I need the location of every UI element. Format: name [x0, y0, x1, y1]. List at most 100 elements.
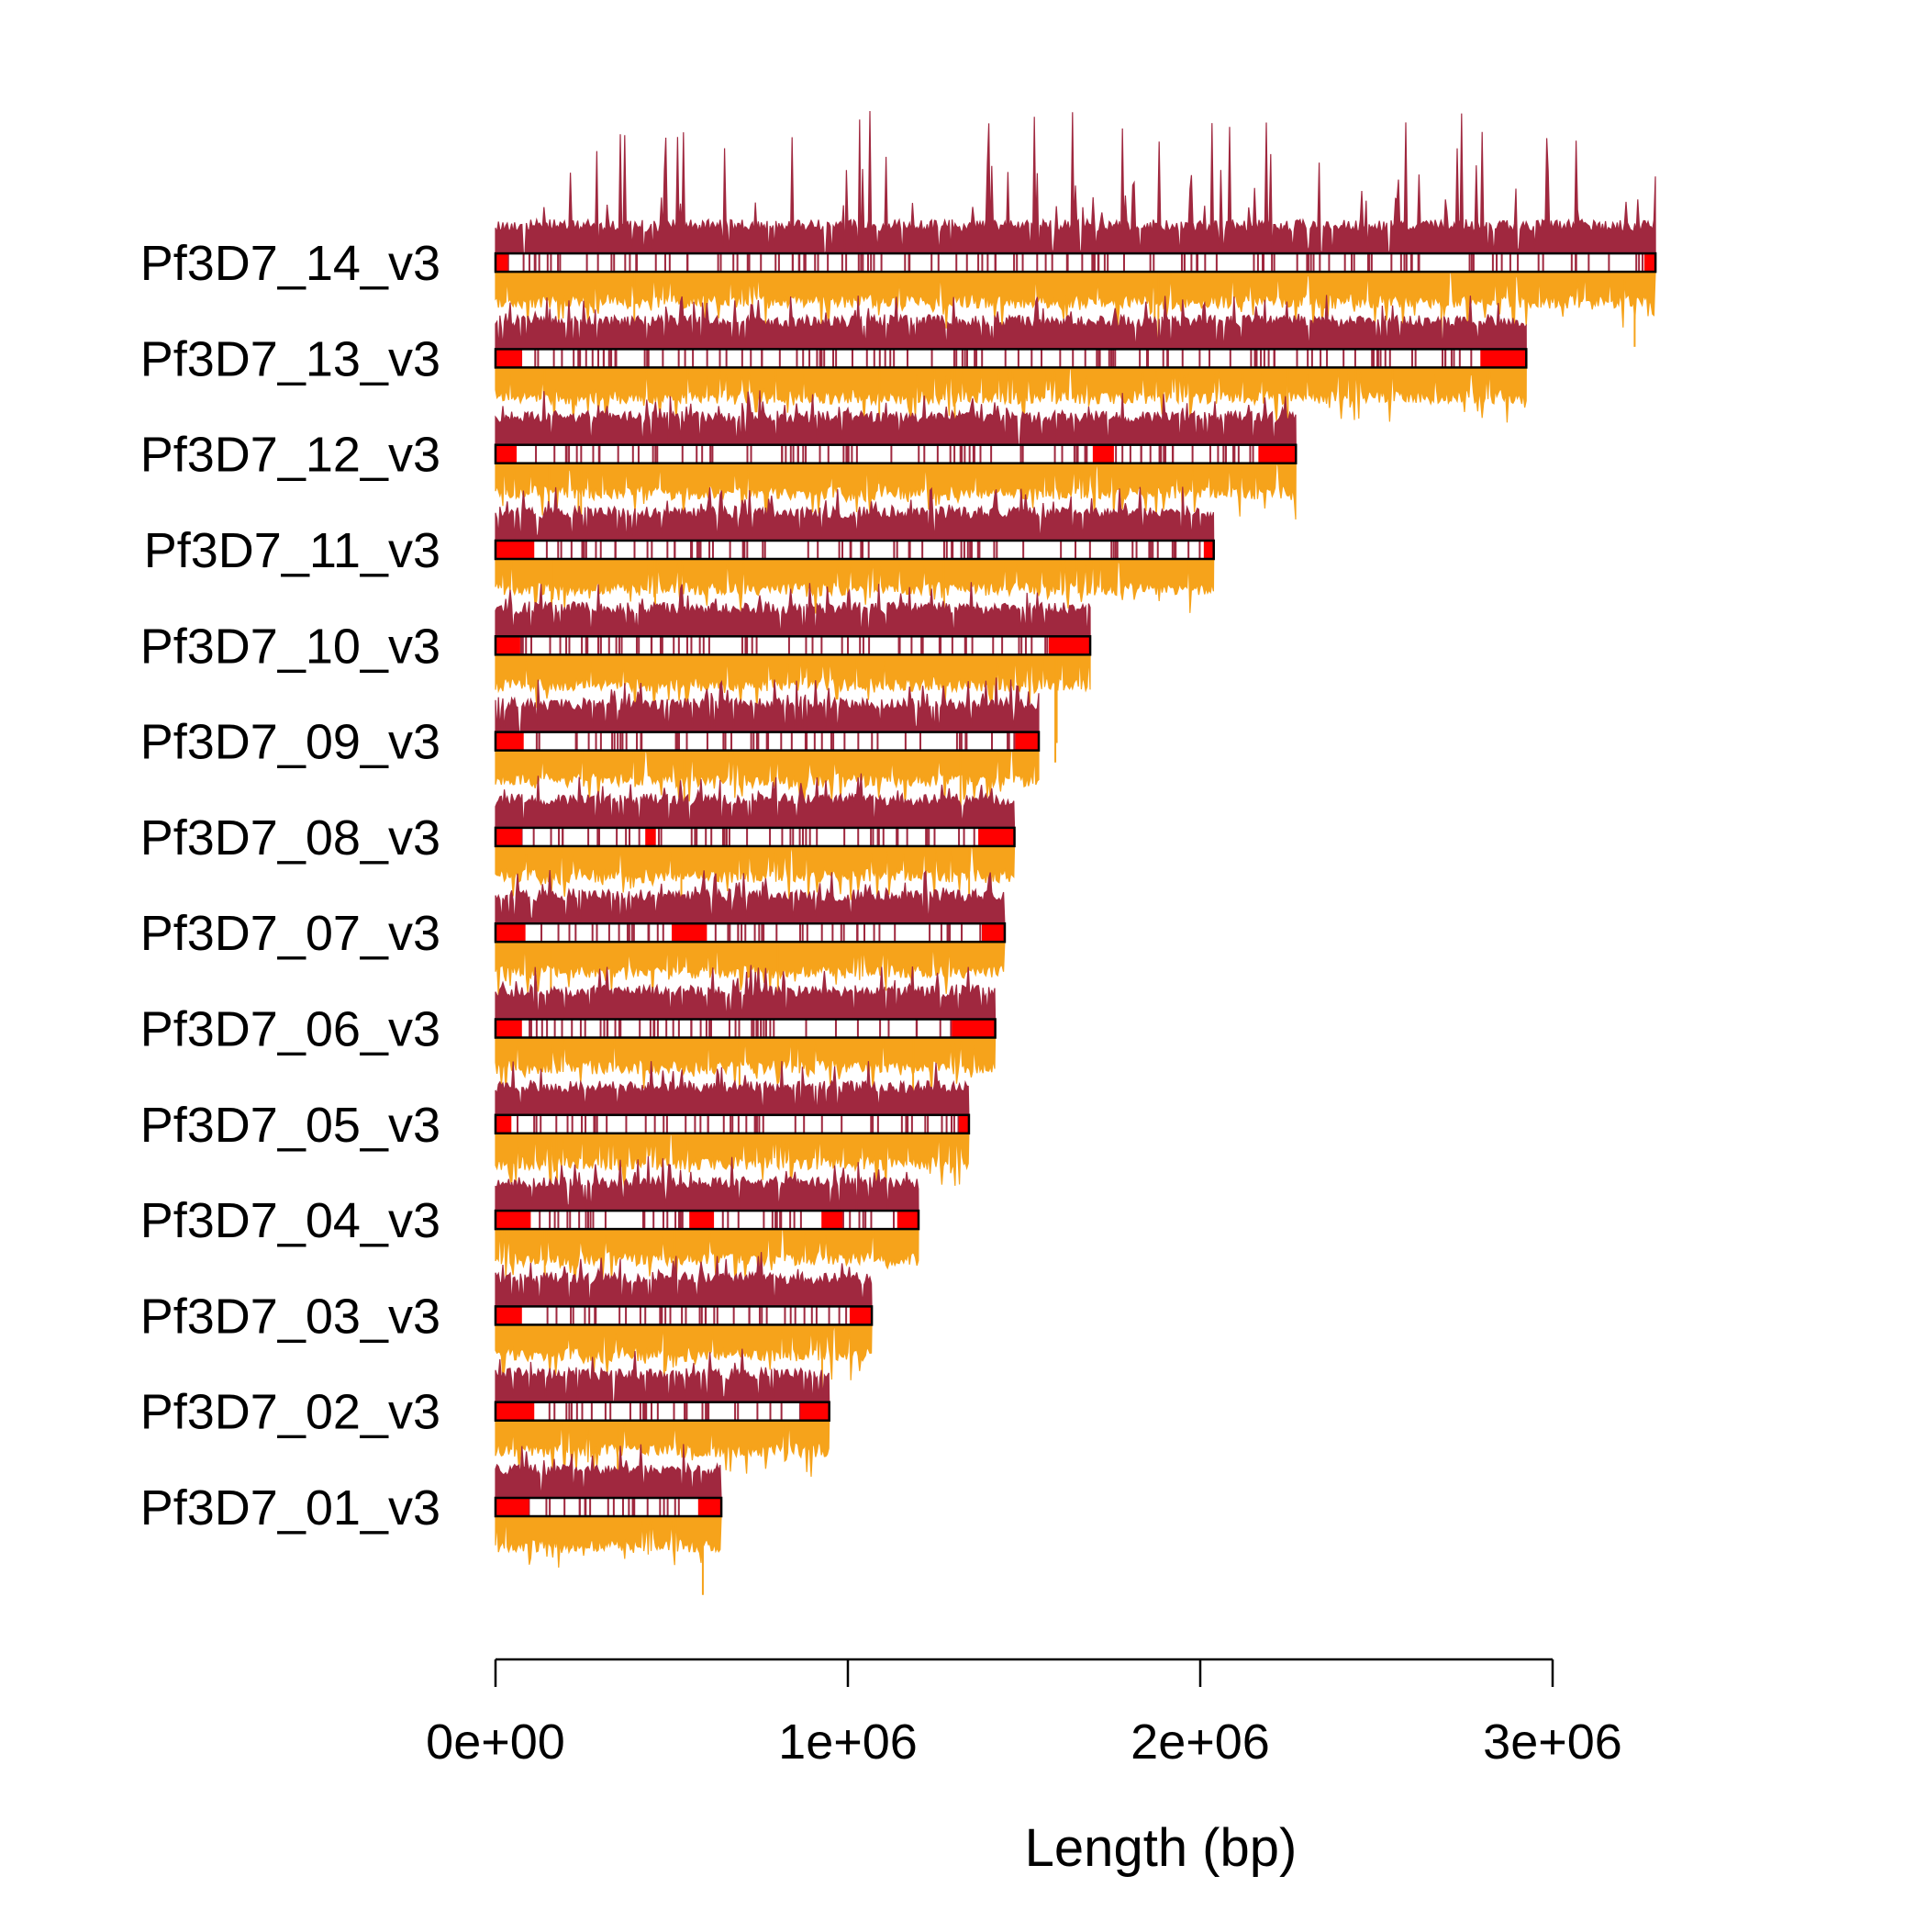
upper-track-Pf3D7_02_v3 — [495, 1348, 830, 1406]
upper-track-Pf3D7_14_v3 — [495, 110, 1656, 257]
upper-track-Pf3D7_09_v3 — [495, 677, 1040, 736]
lower-track-Pf3D7_01_v3 — [495, 1513, 722, 1569]
region-Pf3D7_14_v3-1 — [496, 253, 508, 273]
upper-track-Pf3D7_04_v3 — [495, 1156, 919, 1214]
region-Pf3D7_07_v3-2 — [672, 923, 707, 943]
region-Pf3D7_02_v3-1 — [496, 1402, 535, 1421]
chromosome-outline-Pf3D7_13_v3 — [494, 348, 1528, 369]
lower-track-Pf3D7_12_v3 — [495, 460, 1297, 520]
chromosome-bar-Pf3D7_07_v3 — [496, 923, 1005, 943]
upper-track-Pf3D7_01_v3 — [495, 1444, 722, 1502]
chromosome-outline-Pf3D7_14_v3 — [494, 251, 1657, 274]
chromosome-outline-Pf3D7_03_v3 — [494, 1305, 874, 1326]
chromosome-bar-Pf3D7_12_v3 — [496, 444, 1297, 463]
region-Pf3D7_13_v3-1 — [496, 349, 522, 368]
region-Pf3D7_12_v3-1 — [496, 444, 518, 463]
chromosome-label: Pf3D7_04_v3 — [140, 1193, 440, 1248]
chromosome-bar-Pf3D7_08_v3 — [496, 827, 1015, 846]
region-Pf3D7_05_v3-1 — [496, 1114, 512, 1134]
upper-track-Pf3D7_10_v3 — [495, 582, 1091, 640]
chromosome-bar-Pf3D7_14_v3 — [496, 253, 1656, 273]
region-Pf3D7_01_v3-2 — [697, 1498, 722, 1516]
lower-track-Pf3D7_04_v3 — [495, 1225, 919, 1286]
chromosome-label: Pf3D7_11_v3 — [144, 523, 440, 578]
upper-track-Pf3D7_05_v3 — [495, 1061, 970, 1119]
x-axis-title: Length (bp) — [1025, 1818, 1298, 1878]
chromosome-label: Pf3D7_10_v3 — [140, 619, 440, 674]
region-Pf3D7_09_v3-1 — [496, 731, 524, 751]
chromosome-label: Pf3D7_02_v3 — [140, 1385, 440, 1440]
chromosome-outline-Pf3D7_01_v3 — [494, 1496, 723, 1518]
chromosome-outline-Pf3D7_08_v3 — [494, 826, 1016, 848]
upper-track-Pf3D7_06_v3 — [495, 965, 997, 1023]
chromosome-outline-Pf3D7_04_v3 — [494, 1209, 920, 1231]
chromosome-outline-Pf3D7_07_v3 — [494, 921, 1007, 944]
region-Pf3D7_04_v3-4 — [897, 1211, 919, 1230]
region-Pf3D7_08_v3-1 — [496, 827, 522, 846]
chromosome-bar-Pf3D7_02_v3 — [496, 1402, 830, 1421]
region-Pf3D7_10_v3-1 — [496, 636, 520, 655]
region-Pf3D7_03_v3-2 — [849, 1306, 873, 1325]
region-Pf3D7_04_v3-2 — [689, 1211, 715, 1230]
x-tick-label: 2e+06 — [1131, 1714, 1270, 1770]
region-Pf3D7_10_v3-2 — [1048, 636, 1091, 655]
region-Pf3D7_01_v3-1 — [496, 1498, 529, 1516]
chromosome-label: Pf3D7_05_v3 — [140, 1098, 440, 1153]
upper-track-Pf3D7_03_v3 — [495, 1252, 873, 1310]
lower-track-Pf3D7_14_v3 — [495, 268, 1656, 329]
lower-track-Pf3D7_08_v3 — [495, 843, 1016, 903]
chromosome-label: Pf3D7_09_v3 — [140, 715, 440, 770]
chromosome-outline-Pf3D7_11_v3 — [494, 539, 1215, 561]
x-tick-label: 0e+00 — [426, 1714, 565, 1770]
chromosome-label: Pf3D7_01_v3 — [140, 1480, 440, 1536]
chromosome-label: Pf3D7_12_v3 — [140, 428, 440, 483]
chromosomes-layer — [494, 251, 1657, 1518]
region-Pf3D7_08_v3-2 — [645, 827, 656, 846]
chromosome-label: Pf3D7_08_v3 — [140, 810, 440, 865]
chromosome-bar-Pf3D7_10_v3 — [496, 636, 1091, 655]
chromosome-outline-Pf3D7_09_v3 — [494, 731, 1041, 752]
region-Pf3D7_04_v3-3 — [821, 1211, 843, 1230]
lower-track-Pf3D7_10_v3 — [495, 651, 1091, 711]
upper-track-Pf3D7_07_v3 — [495, 869, 1006, 927]
region-Pf3D7_11_v3-1 — [496, 541, 535, 559]
region-Pf3D7_03_v3-1 — [496, 1306, 522, 1325]
chromosome-bar-Pf3D7_06_v3 — [496, 1019, 996, 1038]
lower-track-Pf3D7_02_v3 — [495, 1417, 830, 1478]
region-Pf3D7_11_v3-2 — [1203, 541, 1214, 559]
chromosome-bar-Pf3D7_11_v3 — [496, 541, 1214, 559]
region-Pf3D7_02_v3-2 — [800, 1402, 830, 1421]
chromosome-label: Pf3D7_06_v3 — [140, 1002, 440, 1057]
region-Pf3D7_05_v3-2 — [958, 1114, 969, 1134]
chromosome-bar-Pf3D7_03_v3 — [496, 1306, 873, 1325]
chromosome-outline-Pf3D7_02_v3 — [494, 1401, 830, 1422]
region-Pf3D7_12_v3-2 — [1092, 444, 1114, 463]
x-tick-label: 3e+06 — [1483, 1714, 1622, 1770]
region-Pf3D7_13_v3-2 — [1480, 349, 1527, 368]
upper-track-Pf3D7_13_v3 — [495, 295, 1527, 352]
upper-track-Pf3D7_12_v3 — [495, 390, 1297, 449]
region-Pf3D7_07_v3-3 — [981, 923, 1005, 943]
chromosome-outline-Pf3D7_12_v3 — [494, 443, 1298, 464]
chromosome-label: Pf3D7_14_v3 — [140, 236, 440, 291]
chromosome-label: Pf3D7_03_v3 — [140, 1289, 440, 1344]
region-Pf3D7_06_v3-1 — [496, 1019, 522, 1038]
chromosome-outline-Pf3D7_10_v3 — [494, 635, 1092, 656]
region-Pf3D7_07_v3-1 — [496, 923, 526, 943]
region-Pf3D7_14_v3-2 — [1643, 253, 1656, 273]
chromosome-outline-Pf3D7_06_v3 — [494, 1018, 997, 1039]
chromosome-label: Pf3D7_07_v3 — [140, 906, 440, 961]
region-Pf3D7_08_v3-3 — [978, 827, 1015, 846]
upper-track-Pf3D7_08_v3 — [495, 773, 1016, 832]
lower-track-Pf3D7_03_v3 — [495, 1321, 873, 1380]
tracks-layer — [495, 110, 1656, 1595]
chromosome-outline-Pf3D7_05_v3 — [494, 1113, 971, 1135]
x-tick-label: 1e+06 — [778, 1714, 918, 1770]
region-Pf3D7_04_v3-1 — [496, 1211, 531, 1230]
x-axis: 0e+00 1e+06 2e+06 3e+06 — [426, 1658, 1622, 1770]
chromosome-labels: Pf3D7_14_v3 Pf3D7_13_v3 Pf3D7_12_v3 Pf3D7_1… — [140, 236, 440, 1536]
lower-track-Pf3D7_11_v3 — [495, 555, 1215, 614]
region-Pf3D7_12_v3-3 — [1258, 444, 1297, 463]
lower-track-Pf3D7_09_v3 — [495, 747, 1040, 807]
